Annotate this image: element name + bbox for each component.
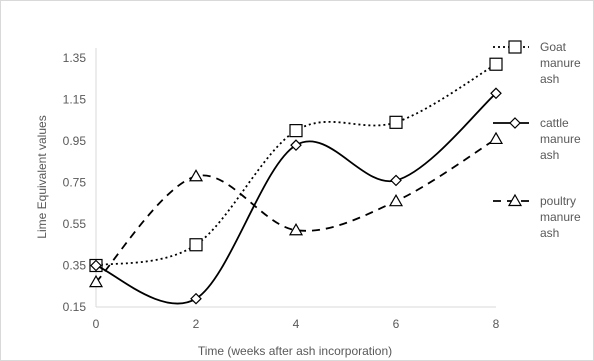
axes-layer: 0.15 0.35 0.55 0.75 0.95 1.15 1.35 0 2 4 6 8 xyxy=(63,48,500,331)
legend-marker-poultry-manure-ash xyxy=(507,193,523,207)
y-tick-label: 1.35 xyxy=(63,51,87,65)
y-tick-label: 0.15 xyxy=(63,300,87,314)
x-tick-label: 4 xyxy=(293,317,300,331)
data-point-goat-manure-ash xyxy=(289,124,303,138)
data-point-poultry-manure-ash xyxy=(288,223,304,236)
data-point-goat-manure-ash xyxy=(389,115,403,129)
legend-label-cattle-manure-ash: cattle xyxy=(540,116,569,130)
legend-label-poultry-manure-ash: ash xyxy=(540,226,559,240)
y-tick-label: 0.75 xyxy=(63,176,87,190)
legend-label-cattle-manure-ash: manure xyxy=(540,132,581,146)
legend-label-cattle-manure-ash: ash xyxy=(540,148,559,162)
data-point-cattle-manure-ash xyxy=(190,292,202,305)
data-point-poultry-manure-ash xyxy=(88,274,104,288)
y-tick-label: 0.55 xyxy=(63,217,87,231)
y-tick-label: 0.95 xyxy=(63,134,87,148)
series-layer xyxy=(88,57,504,305)
legend-label-goat-manure-ash: Goat xyxy=(540,40,567,54)
data-point-goat-manure-ash xyxy=(489,57,503,71)
legend-layer: Goat manure ash cattle manure ash poultry manur… xyxy=(493,40,581,240)
legend-marker-goat-manure-ash xyxy=(508,40,522,54)
data-point-goat-manure-ash xyxy=(189,238,203,252)
data-point-cattle-manure-ash xyxy=(90,259,102,272)
data-point-poultry-manure-ash xyxy=(488,131,504,145)
legend-label-goat-manure-ash: ash xyxy=(540,72,559,86)
data-point-cattle-manure-ash xyxy=(290,139,302,151)
legend-label-poultry-manure-ash: manure xyxy=(540,210,581,224)
legend-label-poultry-manure-ash: poultry xyxy=(540,194,576,208)
x-tick-label: 8 xyxy=(493,317,500,331)
legend-marker-cattle-manure-ash xyxy=(509,117,521,129)
x-tick-label: 6 xyxy=(393,317,400,331)
y-axis-title: Lime Equivalent values xyxy=(35,115,49,238)
x-tick-label: 0 xyxy=(93,317,100,331)
data-point-poultry-manure-ash xyxy=(388,193,404,207)
legend-label-goat-manure-ash: manure xyxy=(540,56,581,70)
x-tick-label: 2 xyxy=(193,317,200,331)
data-point-cattle-manure-ash xyxy=(490,87,502,100)
x-axis-title: Time (weeks after ash incorporation) xyxy=(198,344,392,358)
data-point-poultry-manure-ash xyxy=(188,169,204,182)
data-point-cattle-manure-ash xyxy=(390,174,402,187)
y-tick-label: 0.35 xyxy=(63,259,87,273)
series-line-poultry-manure-ash xyxy=(95,138,497,283)
y-tick-label: 1.15 xyxy=(63,93,87,107)
